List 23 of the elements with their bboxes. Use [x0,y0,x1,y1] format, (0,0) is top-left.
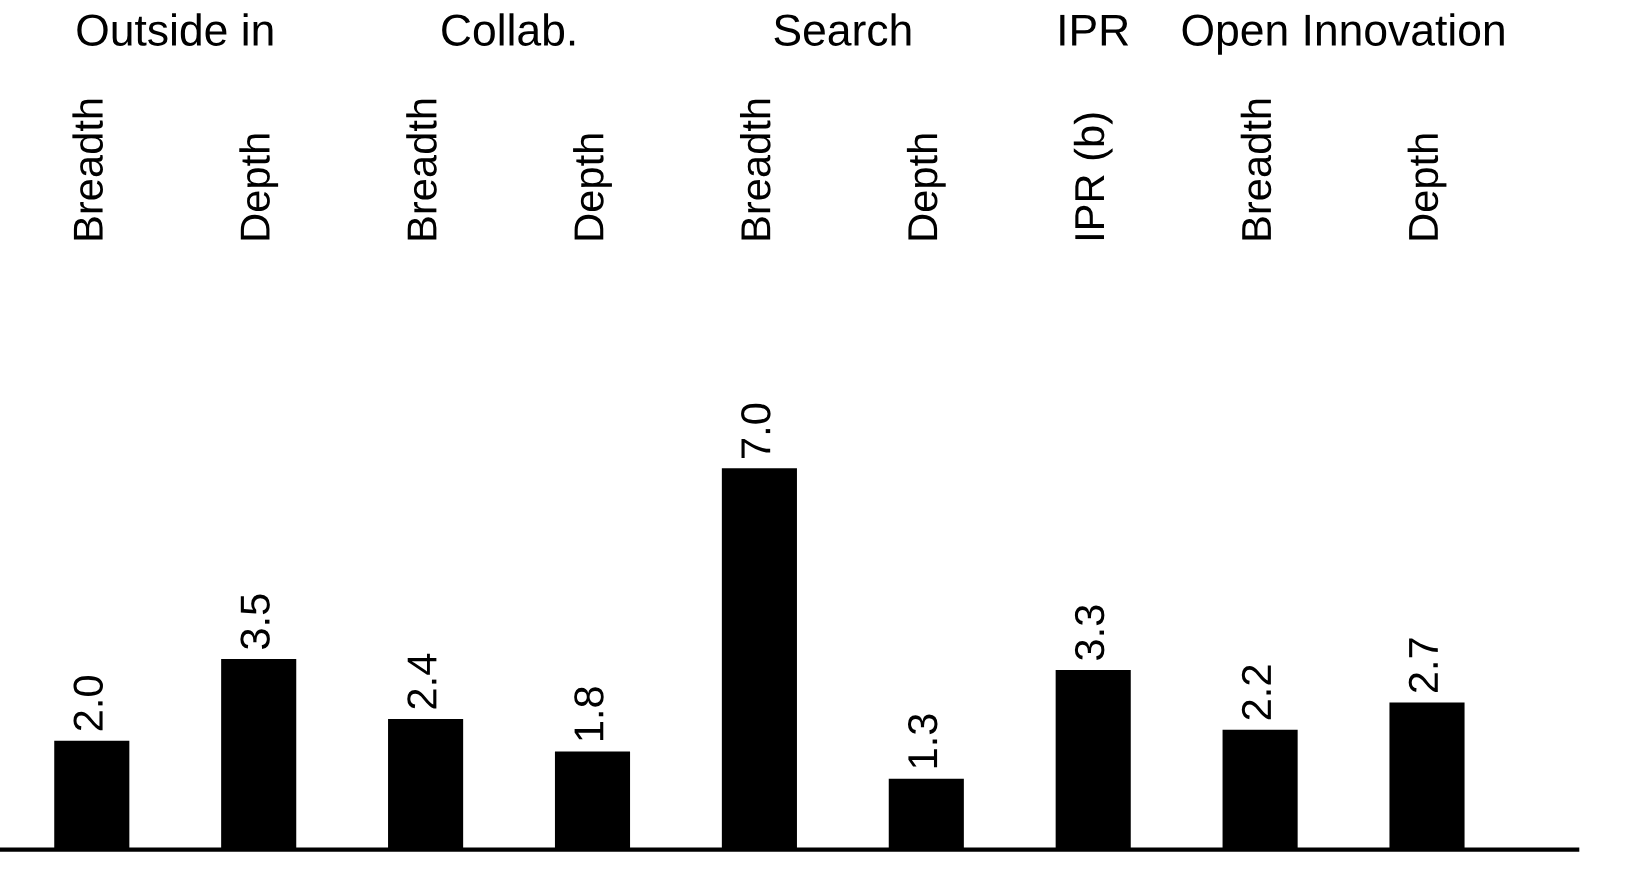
data-label: 2.7 [1408,638,1438,693]
x-tick-label: Breadth [739,99,771,240]
text: Open Innovation [1182,13,1504,55]
x-tick-label: Breadth [72,99,103,240]
text: Outside in [77,13,273,46]
data-label: 1.8 [574,687,604,741]
x-tick-label: Depth [1407,134,1447,240]
data-label: 7.0 [741,403,771,458]
x-tick-label: Depth [906,134,946,240]
text: IPR [1060,14,1129,46]
data-label: 2.0 [73,676,103,731]
x-tick-label: IPR (b) [1073,113,1113,240]
data-label: 2.2 [1241,665,1271,720]
text: Collab. [442,13,575,46]
text: Search [774,13,911,46]
x-tick-label: Depth [573,134,612,240]
data-label: 3.5 [240,594,270,650]
x-tick-label: Depth [239,134,279,240]
x-tick-label: Breadth [406,99,437,240]
data-label: 1.3 [907,714,938,768]
data-label: 3.3 [1074,605,1105,660]
x-tick-label: Breadth [1240,99,1272,240]
data-label: 2.4 [407,653,437,709]
